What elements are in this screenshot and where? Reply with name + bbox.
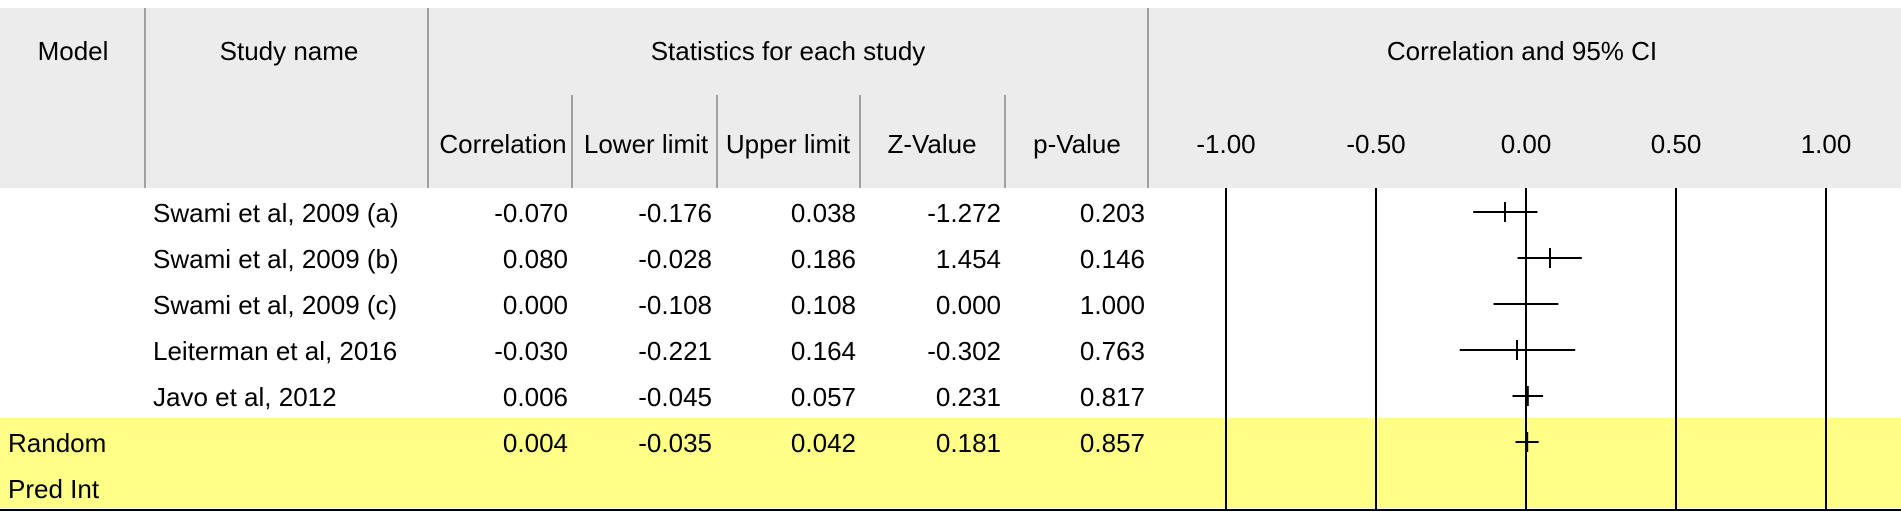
- header-model: Model: [38, 36, 109, 66]
- study-rows: Swami et al, 2009 (a) -0.070 -0.176 0.038 -1…: [8, 198, 1145, 504]
- stat-cell: -0.028: [638, 244, 712, 274]
- plot-tick-label: -1.00: [1196, 129, 1255, 159]
- column-header-lower-limit: Lower limit: [584, 129, 709, 159]
- summary-stat-cell: 0.042: [791, 428, 856, 458]
- study-name-cell: Swami et al, 2009 (a): [153, 198, 399, 228]
- plot-tick-labels: -1.00 -0.50 0.00 0.50 1.00: [1196, 129, 1851, 159]
- header-statistics-group: Statistics for each study: [651, 36, 926, 66]
- stat-cell: -1.272: [927, 198, 1001, 228]
- stat-cell: 0.817: [1080, 382, 1145, 412]
- plot-marks: [1459, 202, 1582, 452]
- summary-stat-cell: 0.004: [503, 428, 568, 458]
- stat-cell: -0.221: [638, 336, 712, 366]
- header-study-name: Study name: [220, 36, 359, 66]
- summary-stat-cell: 0.181: [936, 428, 1001, 458]
- stat-cell: 1.454: [936, 244, 1001, 274]
- stat-cell: 0.000: [503, 290, 568, 320]
- stat-cell: 0.164: [791, 336, 856, 366]
- summary-stat-cell: -0.035: [638, 428, 712, 458]
- stat-cell: 1.000: [1080, 290, 1145, 320]
- plot-tick-label: 0.50: [1651, 129, 1702, 159]
- stat-cell: 0.080: [503, 244, 568, 274]
- header-background: [0, 8, 1901, 188]
- summary-model-label: Random: [8, 428, 106, 458]
- plot-tick-label: -0.50: [1346, 129, 1405, 159]
- stat-cell: 0.186: [791, 244, 856, 274]
- column-header-upper-limit: Upper limit: [726, 129, 851, 159]
- header-dividers: [144, 8, 1149, 188]
- stat-cell: 0.763: [1080, 336, 1145, 366]
- study-name-cell: Swami et al, 2009 (c): [153, 290, 397, 320]
- header-plot-group: Correlation and 95% CI: [1387, 36, 1657, 66]
- stat-cell: -0.030: [494, 336, 568, 366]
- stat-cell: -0.070: [494, 198, 568, 228]
- summary-stat-cell: 0.857: [1080, 428, 1145, 458]
- plot-tick-label: 0.00: [1501, 129, 1552, 159]
- stat-cell: -0.045: [638, 382, 712, 412]
- stat-cell: 0.038: [791, 198, 856, 228]
- column-header-correlation: Correlation: [439, 129, 566, 159]
- stat-cell: 0.006: [503, 382, 568, 412]
- column-header-z-value: Z-Value: [887, 129, 976, 159]
- column-header-p-value: p-Value: [1033, 129, 1121, 159]
- summary-model-label: Pred Int: [8, 474, 100, 504]
- study-name-cell: Swami et al, 2009 (b): [153, 244, 399, 274]
- stat-cell: 0.000: [936, 290, 1001, 320]
- stat-cell: 0.108: [791, 290, 856, 320]
- plot-tick-label: 1.00: [1801, 129, 1852, 159]
- summary-band: [0, 418, 1901, 508]
- study-name-cell: Javo et al, 2012: [153, 382, 337, 412]
- study-name-cell: Leiterman et al, 2016: [153, 336, 397, 366]
- stat-cell: -0.302: [927, 336, 1001, 366]
- stat-cell: 0.203: [1080, 198, 1145, 228]
- stat-cell: 0.146: [1080, 244, 1145, 274]
- stat-cell: -0.176: [638, 198, 712, 228]
- stat-cell: 0.057: [791, 382, 856, 412]
- stat-cell: 0.231: [936, 382, 1001, 412]
- stat-cell: -0.108: [638, 290, 712, 320]
